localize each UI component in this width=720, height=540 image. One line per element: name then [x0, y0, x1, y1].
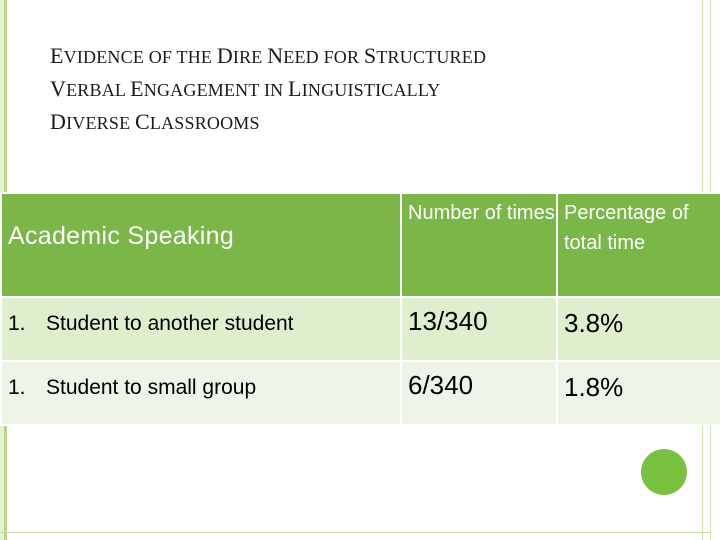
- title-segment: V: [50, 76, 67, 101]
- title-segment: D: [50, 109, 67, 134]
- row-index: 1.: [8, 376, 26, 399]
- title-segment: TRUCTURED: [376, 47, 487, 67]
- title-segment: S: [363, 43, 377, 68]
- title-segment: E: [130, 76, 144, 101]
- title-segment: C: [135, 109, 150, 134]
- title-line-3: DIVERSE CLASSROOMS: [50, 106, 650, 139]
- header-number-of-times: Number of times: [400, 192, 558, 298]
- row-number: 6/340: [400, 360, 558, 426]
- table-header-row: Academic Speaking Number of times Percen…: [0, 192, 720, 298]
- title-segment: ERBAL: [66, 80, 131, 100]
- table-row: 1. Student to small group 6/340 1.8%: [0, 360, 720, 426]
- header-academic-speaking: Academic Speaking: [0, 192, 402, 298]
- title-segment: NGAGEMENT IN: [143, 80, 289, 100]
- title-segment: L: [288, 76, 302, 101]
- row-label-text: Student to another student: [46, 312, 294, 335]
- row-index: 1.: [8, 312, 26, 335]
- title-segment: LASSROOMS: [149, 113, 260, 133]
- title-line-2: VERBAL ENGAGEMENT IN LINGUISTICALLY: [50, 73, 650, 106]
- title-segment: D: [216, 43, 233, 68]
- row-percent: 1.8%: [556, 360, 720, 426]
- slide-title: EVIDENCE OF THE DIRE NEED FOR STRUCTURED…: [50, 40, 650, 139]
- title-segment: VIDENCE OF THE: [63, 47, 217, 67]
- row-label-text: Student to small group: [46, 376, 257, 399]
- title-segment: INGUISTICALLY: [301, 80, 441, 100]
- title-segment: N: [267, 43, 284, 68]
- title-segment: EED FOR: [283, 47, 364, 67]
- row-percent: 3.8%: [556, 296, 720, 362]
- title-segment: IRE: [232, 47, 268, 67]
- decorative-circle: [641, 449, 687, 495]
- table-row: 1. Student to another student 13/340 3.8%: [0, 296, 720, 362]
- speaking-table: Academic Speaking Number of times Percen…: [0, 192, 720, 426]
- title-segment: E: [50, 43, 64, 68]
- title-line-1: EVIDENCE OF THE DIRE NEED FOR STRUCTURED: [50, 40, 650, 73]
- header-percentage: Percentage of total time: [556, 192, 720, 298]
- row-label: 1. Student to small group: [0, 360, 402, 426]
- title-segment: IVERSE: [66, 113, 135, 133]
- row-number: 13/340: [400, 296, 558, 362]
- row-label: 1. Student to another student: [0, 296, 402, 362]
